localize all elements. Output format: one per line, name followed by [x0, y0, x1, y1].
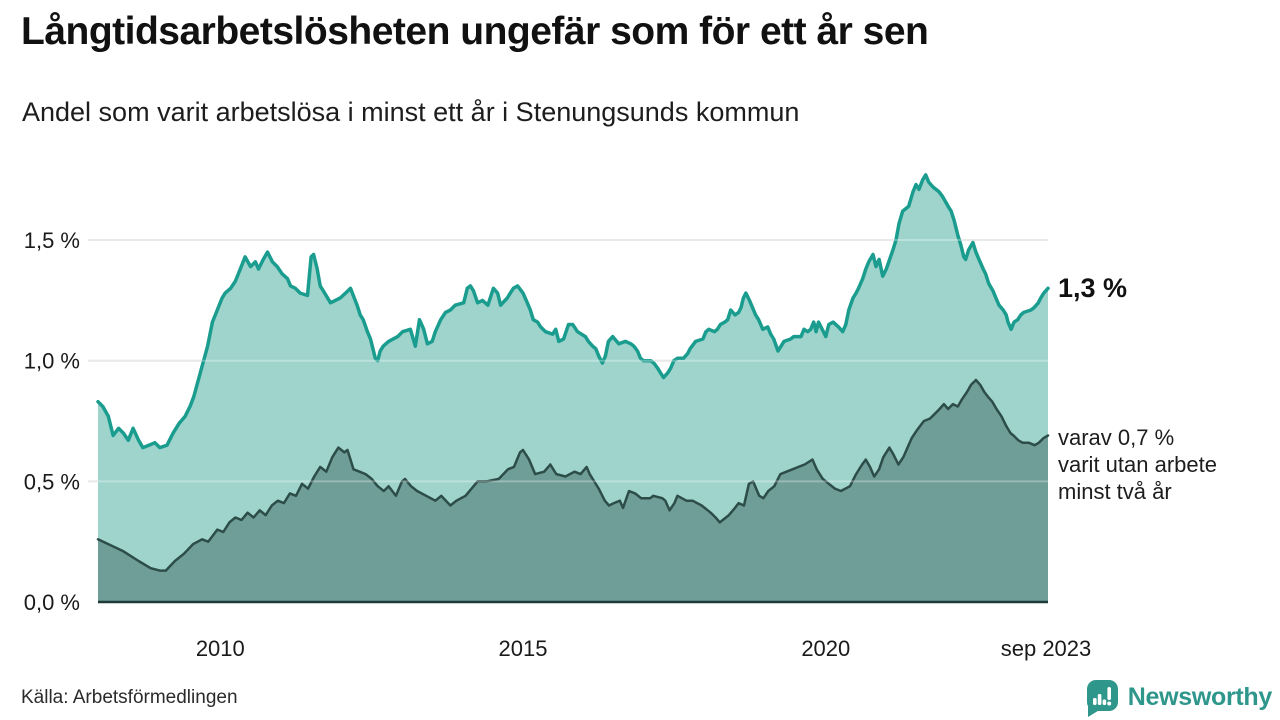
page-title: Långtidsarbetslösheten ungefär som för e…	[21, 10, 929, 53]
series-line-0	[96, 173, 1050, 450]
latest-value-annotation: 1,3 %	[1058, 273, 1128, 303]
x-tick-label: sep 2023	[1001, 636, 1092, 661]
newsworthy-bubble-icon	[1086, 680, 1118, 717]
x-tick-label: 2010	[196, 636, 245, 661]
series-line-1	[96, 378, 1050, 572]
newsworthy-logo: Newsworthy	[1084, 674, 1272, 720]
y-tick-label: 0,0 %	[24, 590, 80, 615]
series-area-1	[98, 380, 1048, 602]
source-label: Källa: Arbetsförmedlingen	[21, 687, 238, 708]
x-tick-label: 2020	[801, 636, 850, 661]
y-tick-label: 1,0 %	[24, 349, 80, 374]
x-tick-label: 2015	[499, 636, 548, 661]
brand-name: Newsworthy	[1127, 682, 1273, 711]
secondary-annotation: varav 0,7 % varit utan arbete minst två …	[1058, 425, 1217, 504]
y-tick-label: 1,5 %	[24, 228, 80, 253]
chart-subtitle: Andel som varit arbetslösa i minst ett å…	[22, 97, 800, 127]
y-tick-label: 0,5 %	[24, 469, 80, 494]
